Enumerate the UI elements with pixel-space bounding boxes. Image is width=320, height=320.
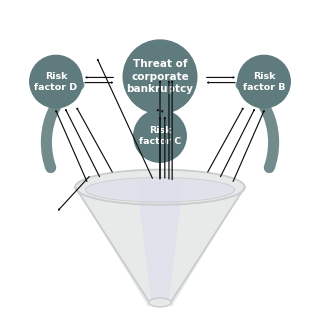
Circle shape: [123, 40, 197, 114]
Circle shape: [134, 110, 186, 162]
Text: Threat of
corporate
bankruptcy: Threat of corporate bankruptcy: [126, 60, 194, 94]
Ellipse shape: [85, 178, 235, 202]
Circle shape: [30, 55, 82, 108]
Text: Risk
factor B: Risk factor B: [243, 72, 285, 92]
Text: Risk
factor C: Risk factor C: [139, 126, 181, 146]
Circle shape: [238, 55, 290, 108]
Polygon shape: [138, 182, 182, 304]
Text: Risk
factor D: Risk factor D: [35, 72, 77, 92]
Polygon shape: [75, 170, 245, 307]
Ellipse shape: [149, 298, 171, 307]
